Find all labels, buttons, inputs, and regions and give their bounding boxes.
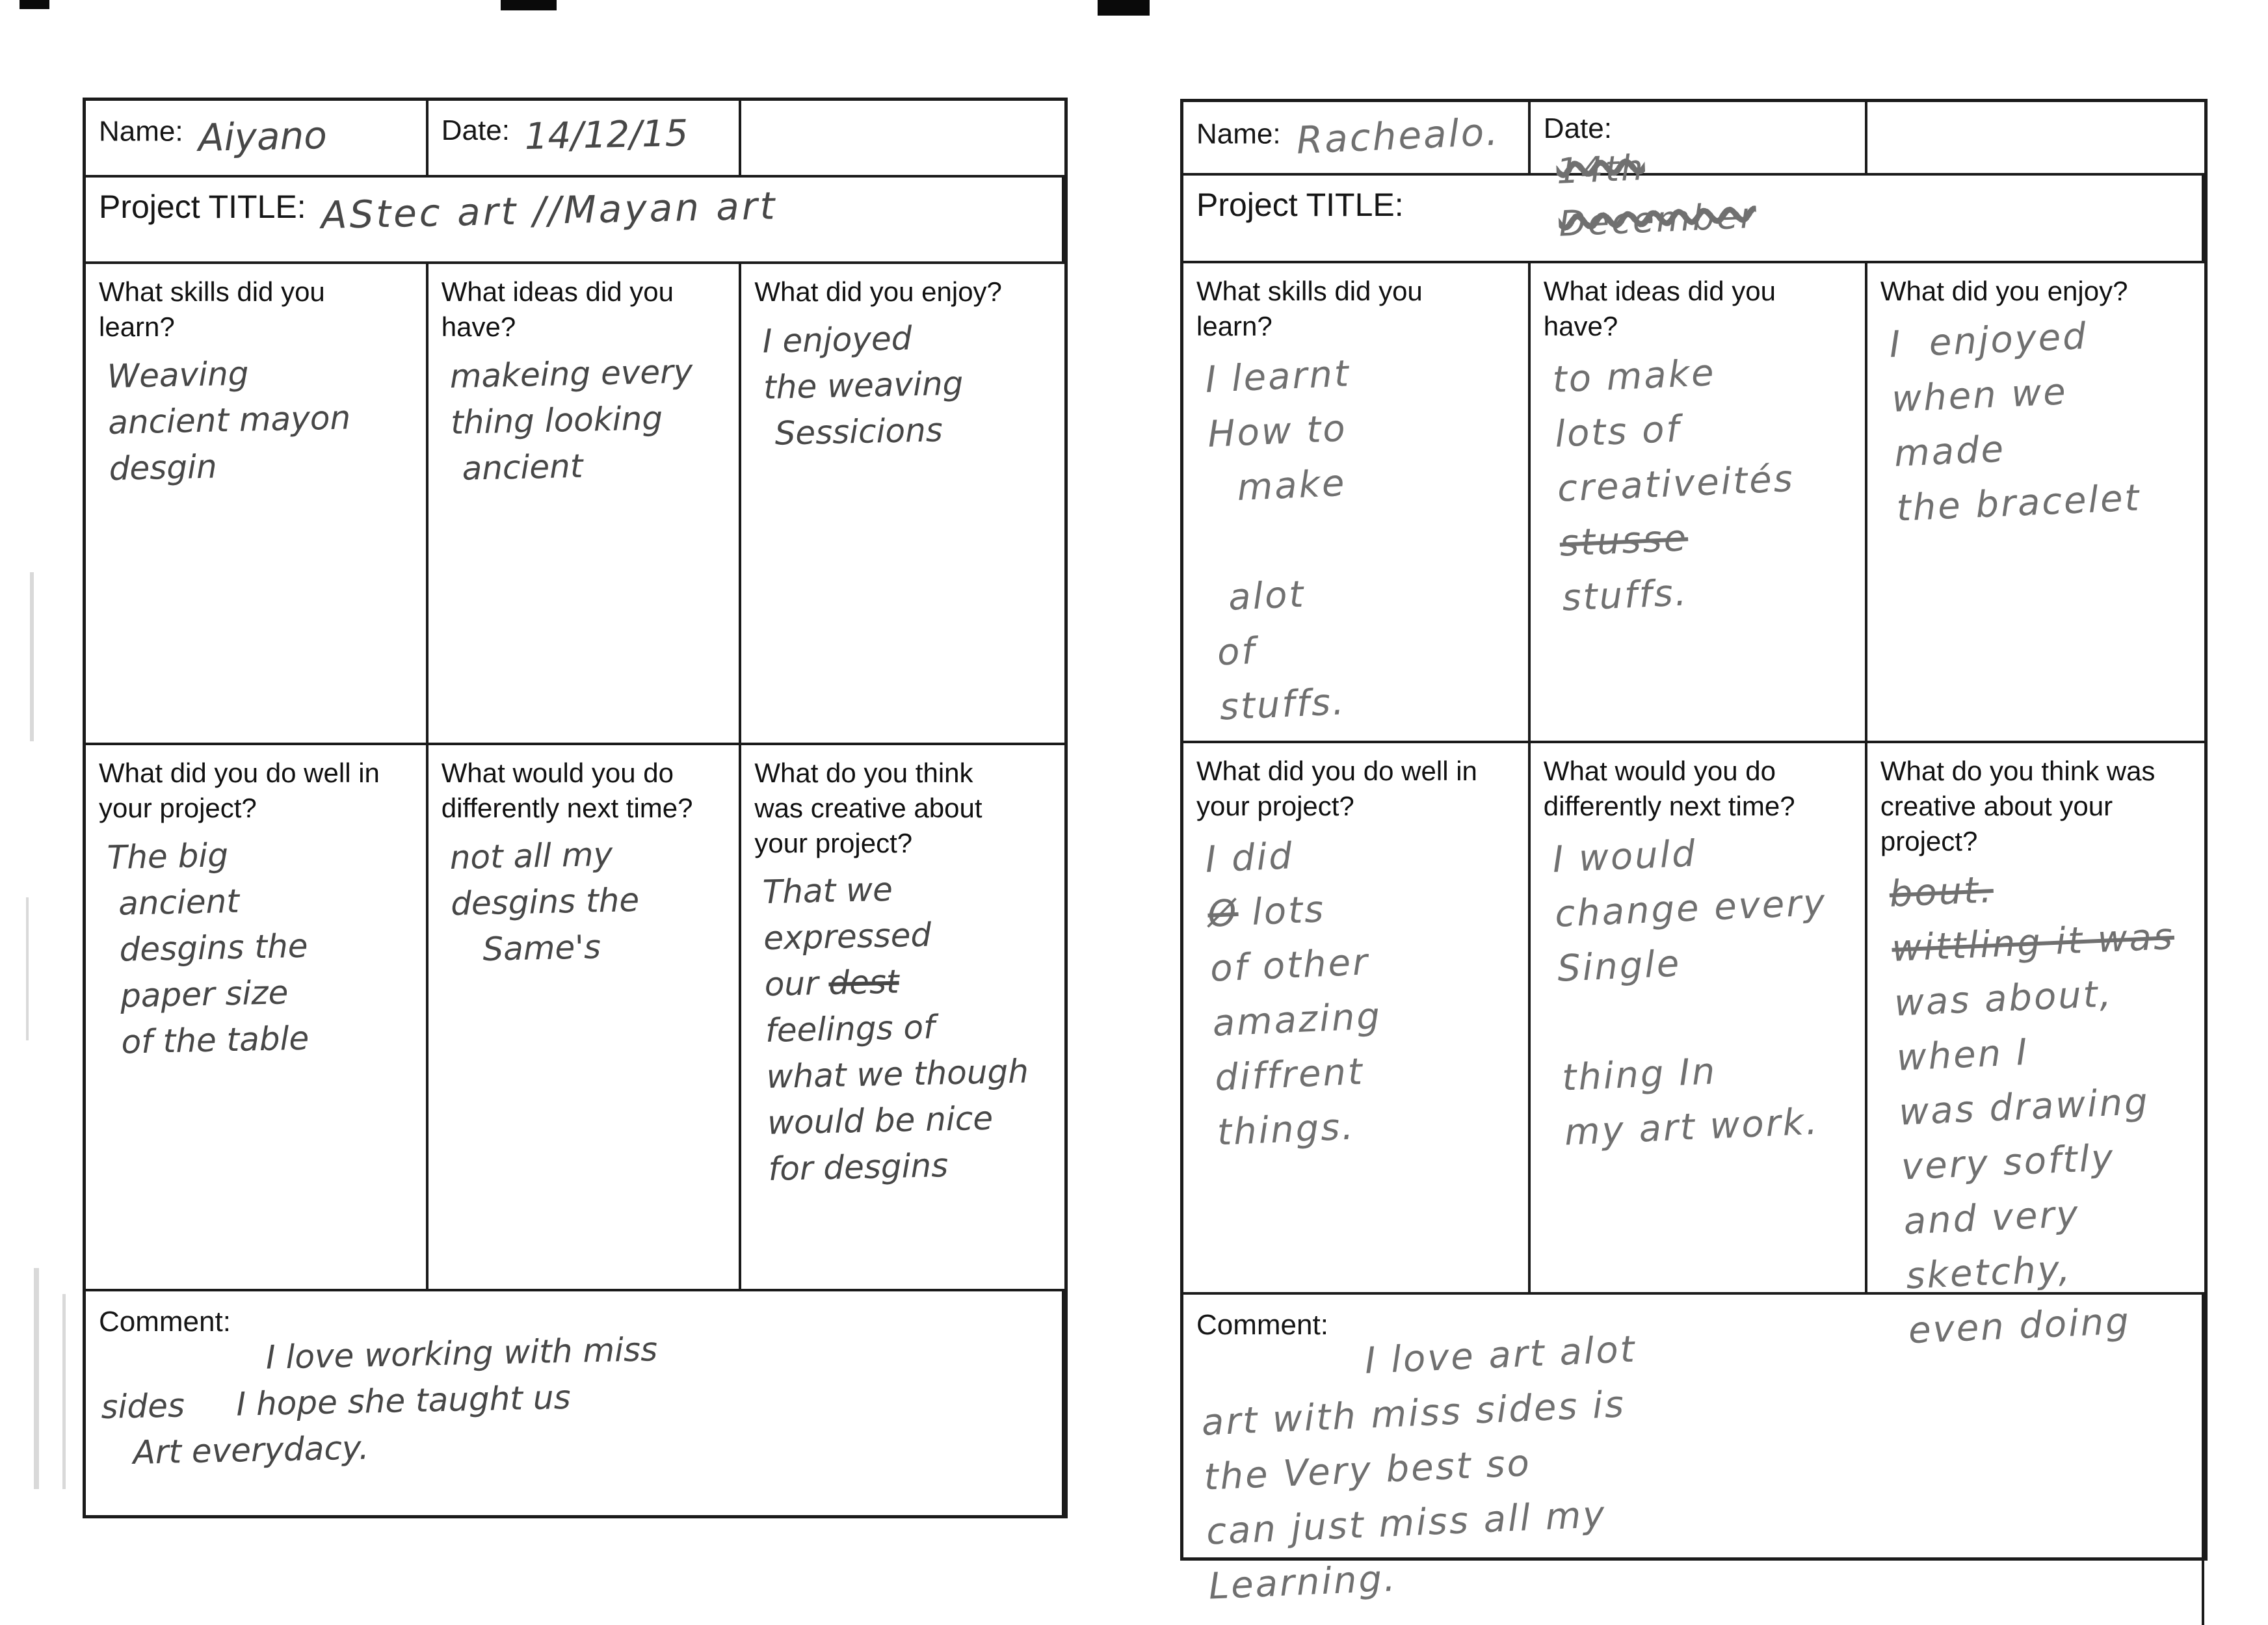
scan-streak [26, 897, 29, 1040]
scan-artifact [1098, 0, 1150, 16]
scan-streak [62, 1294, 66, 1489]
handwritten-answer: I would change every Single thing In my … [1551, 832, 1828, 1154]
question-label: What do you think was creative about you… [1880, 756, 2156, 856]
name-field: Name: Rachealo. [1183, 102, 1531, 176]
scan-streak [30, 572, 34, 741]
handwritten-answer: I enjoyed the weaving Sessicions [762, 319, 964, 453]
question-label: What did you do well in your project? [99, 758, 380, 823]
name-field: Name: Aiyano [86, 101, 429, 178]
question-cell-ideas: What ideas did you have? makeing every t… [428, 264, 742, 745]
scan-streak [34, 1268, 39, 1489]
question-label: What ideas did you have? [441, 276, 674, 342]
comment-handwritten-value: I love art alot art with miss sides is t… [1200, 1328, 1637, 1608]
question-cell-ideas: What ideas did you have? to make lots of… [1530, 263, 1867, 743]
date-label: Date: [441, 114, 510, 146]
question-cell-creative: What do you think was creative about you… [1867, 743, 2204, 1353]
handwritten-answer: The big ancient desgins the paper size o… [107, 836, 310, 1061]
comment-field: Comment: I love working with miss sides … [86, 1291, 1064, 1515]
question-label: What did you enjoy? [754, 276, 1002, 307]
question-label: What ideas did you have? [1543, 276, 1776, 341]
project-title-label: Project TITLE: [1196, 187, 1404, 223]
comment-handwritten-value: I love working with miss sides I hope sh… [100, 1330, 658, 1472]
question-label: What would you do differently next time? [1543, 756, 1795, 821]
name-handwritten-value: Rachealo. [1295, 109, 1501, 163]
date-handwritten-value: 14/12/15 [524, 112, 689, 158]
date-field: Date: 14/12/15 [428, 101, 742, 178]
scan-artifact [501, 0, 557, 10]
handwritten-answer: to make lots of creativeités stusse stuf… [1551, 351, 1795, 620]
right-evaluation-form: Name: Rachealo. Date: 14th December Proj… [1180, 99, 2208, 1625]
question-label: What would you do differently next time? [441, 758, 693, 823]
handwritten-answer: I did Ø lots of other amazing diffrent t… [1204, 834, 1383, 1154]
crossed-out-word: Ø [1207, 892, 1239, 936]
question-cell-enjoy: What did you enjoy? I enjoyed when we ma… [1867, 263, 2204, 743]
project-title-field: Project TITLE: AStec art //Mayan art [86, 178, 1064, 264]
crossed-out-scribble: bout. wittling it was [1888, 869, 2176, 971]
question-label: What did you enjoy? [1880, 276, 2128, 306]
question-label: What did you do well in your project? [1196, 756, 1477, 821]
comment-label: Comment: [99, 1306, 231, 1338]
handwritten-answer: not all my desgins the Same's [449, 835, 640, 969]
name-label: Name: [99, 115, 183, 148]
date-field: Date: 14th December [1530, 102, 1867, 244]
question-cell-differently: What would you do differently next time?… [428, 745, 742, 1291]
question-label: What skills did you learn? [1196, 276, 1423, 341]
question-cell-differently: What would you do differently next time?… [1530, 743, 1867, 1295]
handwritten-answer: makeing every thing looking ancient [449, 352, 693, 488]
question-cell-enjoy: What did you enjoy? I enjoyed the weavin… [741, 264, 1064, 745]
crossed-out-word: stusse [1559, 516, 1689, 565]
name-label: Name: [1196, 118, 1281, 150]
question-cell-skills: What skills did you learn? I learnt How … [1183, 263, 1531, 743]
question-label: What skills did you learn? [99, 276, 325, 342]
question-cell-did-well: What did you do well in your project? I … [1183, 743, 1531, 1295]
project-title-field: Project TITLE: [1183, 176, 2204, 263]
question-label: What do you think was creative about you… [754, 758, 982, 858]
crossed-out-word: dest [828, 962, 900, 1003]
date-label: Date: [1543, 112, 1612, 144]
question-cell-skills: What skills did you learn? Weaving ancie… [86, 264, 429, 745]
name-handwritten-value: Aiyano [198, 112, 328, 160]
handwritten-answer: I learnt How to make alot of stuffs. [1204, 352, 1352, 728]
handwritten-answer: Weaving ancient mayon desgin [107, 354, 351, 488]
header-empty-cell [741, 101, 1064, 178]
question-cell-did-well: What did you do well in your project? Th… [86, 745, 429, 1291]
scan-artifact [20, 0, 49, 9]
handwritten-answer: That we expressed our dest feelings of w… [762, 871, 1029, 1189]
project-title-label: Project TITLE: [99, 189, 306, 225]
header-empty-cell [1867, 102, 2204, 176]
handwritten-answer: I enjoyed when we made the bracelet [1888, 315, 2142, 530]
question-cell-creative: What do you think was creative about you… [741, 745, 1064, 1291]
project-title-handwritten-value: AStec art //Mayan art [321, 183, 778, 237]
left-evaluation-form: Name: Aiyano Date: 14/12/15 Project TITL… [83, 98, 1068, 1518]
comment-label: Comment: [1196, 1309, 1328, 1341]
comment-field: Comment: I love art alot art with miss s… [1183, 1295, 2204, 1625]
